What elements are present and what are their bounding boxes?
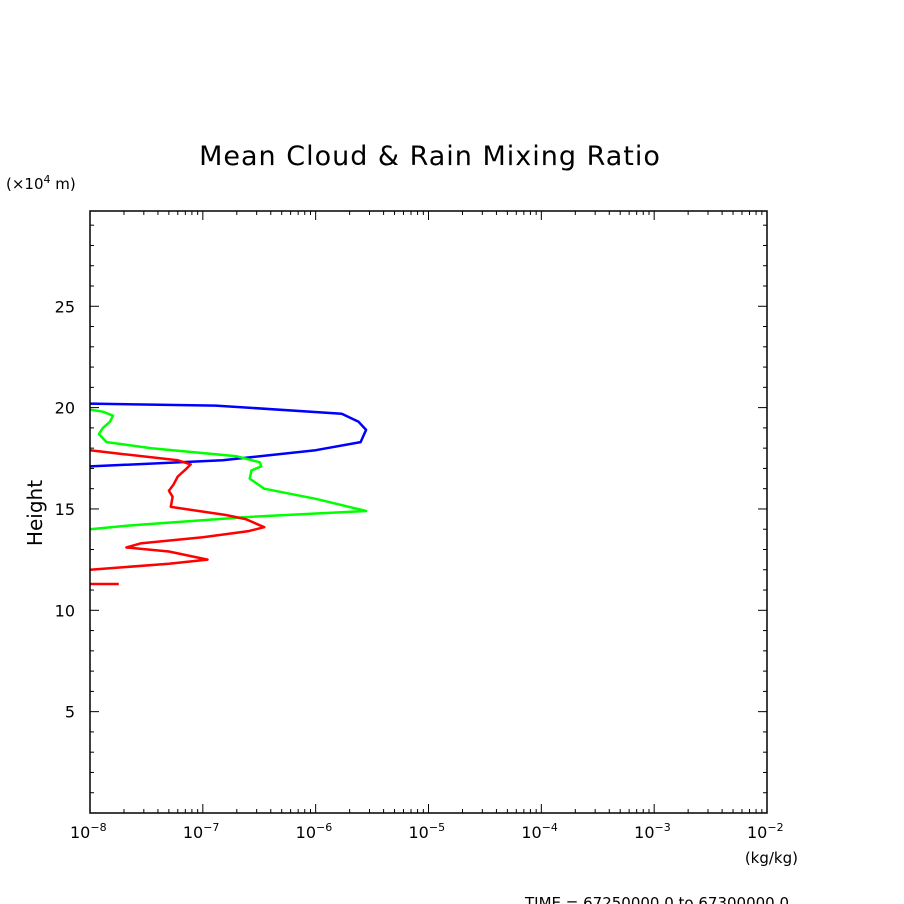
plot-frame <box>89 210 768 814</box>
y-unit-label: (×104 m) <box>6 173 76 193</box>
y-unit-exponent: 4 <box>44 173 51 186</box>
x-tick-label: 10−8 <box>70 821 107 842</box>
x-tick-exponent: −6 <box>316 821 332 834</box>
series-line-1 <box>89 402 368 468</box>
y-tick-labels: 5 10 15 20 25 <box>55 297 75 721</box>
y-tick-label: 20 <box>55 399 75 418</box>
x-tick-labels: 10−8 10−7 10−6 10−5 10−4 10−3 10−2 <box>70 821 784 842</box>
x-tick-label: 10−2 <box>747 821 784 842</box>
x-tick-exponent: −4 <box>542 821 558 834</box>
time-footer: TIME = 67250000.0 to 67300000.0 <box>524 894 789 904</box>
x-tick-exponent: −7 <box>203 821 219 834</box>
x-tick-exponent: −3 <box>655 821 671 834</box>
x-tick-exponent: −8 <box>90 821 106 834</box>
x-tick-exponent: −2 <box>767 821 783 834</box>
x-tick-label: 10−5 <box>409 821 446 842</box>
x-tick-base: 10 <box>634 823 654 842</box>
x-tick-label: 10−3 <box>634 821 671 842</box>
y-unit-suffix: m) <box>51 175 76 193</box>
axis-ticks <box>89 211 767 813</box>
y-tick-label: 25 <box>55 297 75 316</box>
chart-title: Mean Cloud & Rain Mixing Ratio <box>199 141 661 172</box>
y-tick-label: 5 <box>65 703 75 722</box>
x-tick-base: 10 <box>747 823 767 842</box>
y-unit-prefix: (×10 <box>6 175 44 193</box>
x-tick-base: 10 <box>409 823 429 842</box>
y-tick-label: 15 <box>55 500 75 519</box>
x-unit-label: (kg/kg) <box>745 849 798 867</box>
x-tick-label: 10−6 <box>296 821 333 842</box>
x-tick-base: 10 <box>183 823 203 842</box>
data-series <box>89 402 368 586</box>
x-tick-label: 10−7 <box>183 821 220 842</box>
x-tick-exponent: −5 <box>429 821 445 834</box>
x-tick-base: 10 <box>296 823 316 842</box>
y-axis-label: Height <box>23 480 47 546</box>
x-tick-label: 10−4 <box>521 821 558 842</box>
x-tick-base: 10 <box>521 823 541 842</box>
y-tick-label: 10 <box>55 601 75 620</box>
series-line-2 <box>89 408 368 531</box>
x-tick-base: 10 <box>70 823 90 842</box>
series-line-3 <box>89 448 266 572</box>
